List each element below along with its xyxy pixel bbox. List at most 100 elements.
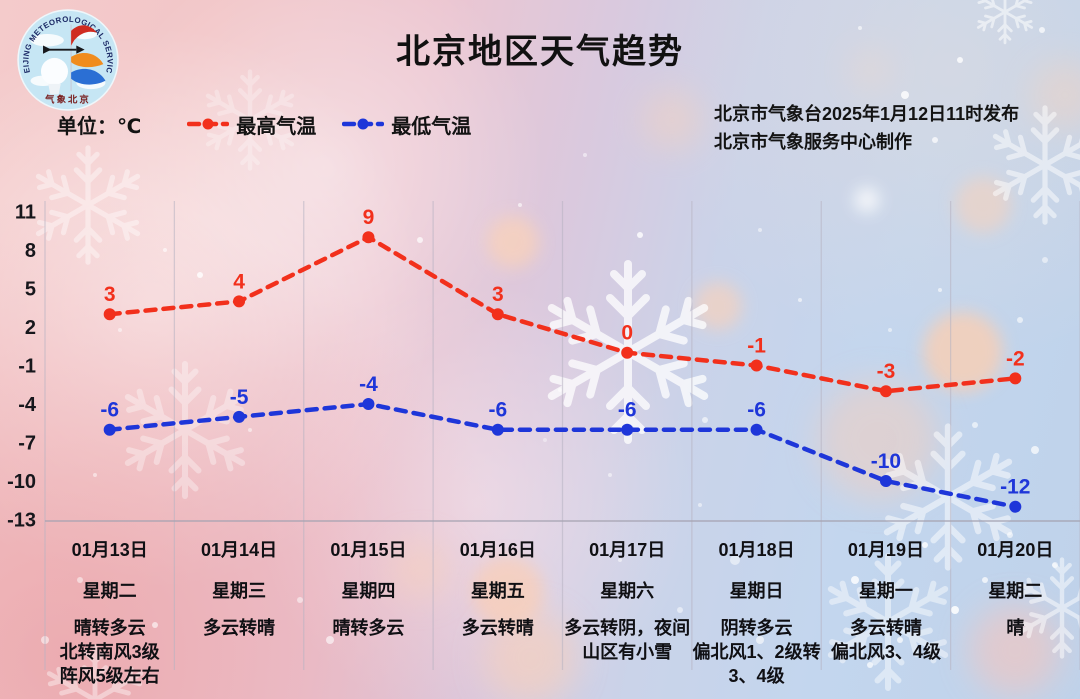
value-label: -2 [1006,347,1025,370]
day-date: 01月17日 [589,540,666,560]
snow-dot [1017,317,1023,323]
y-tick-label: -13 [7,510,36,532]
snowflake-icon [121,364,249,496]
snow-dot [118,328,122,332]
snow-dot [518,203,522,207]
data-point [491,308,504,321]
value-label: -6 [488,399,507,422]
snow-dot [827,377,833,383]
data-point [750,359,763,372]
snow-dot [543,438,547,442]
value-label: -1 [747,335,766,358]
issued-line2: 北京市气象服务中心制作 [714,132,912,152]
snow-dot [583,153,587,157]
day-weekday: 星期一 [858,581,913,601]
value-label: -6 [100,399,119,422]
data-point [621,423,634,436]
y-tick-label: -1 [18,356,36,378]
snow-dot [197,272,203,278]
snow-dot [248,428,252,432]
value-label: 3 [492,283,504,306]
value-label: -4 [359,373,378,396]
y-tick-label: -7 [18,433,36,455]
swoosh-ribbons [71,25,106,85]
day-column: 01月15日 星期四 晴转多云 [304,532,433,688]
issued-info: 北京市气象台2025年1月12日11时发布 北京市气象服务中心制作 [714,100,1054,156]
snow-dot [702,417,708,423]
data-point [362,231,375,244]
day-date: 01月14日 [201,540,278,560]
day-column: 01月14日 星期三 多云转晴 [174,532,303,688]
data-point [233,295,246,308]
day-column: 01月19日 星期一 多云转晴 偏北风3、4级 [821,532,950,688]
legend-label-max: 最高气温 [236,115,317,138]
day-date: 01月19日 [847,540,924,560]
value-label: 4 [233,270,245,293]
day-column: 01月18日 星期日 阴转多云 偏北风1、2级转 3、4级 [692,532,821,688]
data-point [233,410,246,423]
y-tick-label: 8 [25,240,36,262]
day-column: 01月17日 星期六 多云转阴，夜间 山区有小雪 [563,532,692,688]
data-point [1009,500,1022,513]
value-label: -6 [618,399,637,422]
snow-dot [1031,446,1039,454]
day-weather: 晴转多云 北转南风3级 阵风5级左右 [59,618,160,686]
snow-dot [637,232,643,238]
day-weather: 晴转多云 [332,618,405,638]
day-weather: 多云转晴 [203,618,276,638]
y-tick-label: 2 [25,317,36,339]
value-label: -6 [747,399,766,422]
snow-dot [608,473,612,477]
value-label: -12 [1000,476,1030,499]
snow-dot [798,298,802,302]
arrow-icon [43,45,85,54]
data-point [491,423,504,436]
value-label: 3 [104,283,116,306]
value-label: 0 [621,322,633,345]
day-column: 01月16日 星期五 多云转晴 [433,532,562,688]
y-tick-label: -4 [18,394,37,416]
day-column: 01月20日 星期二 晴 [951,532,1080,688]
data-point [750,423,763,436]
data-point [621,346,634,359]
legend-item-max-temp: 最高气温 [187,110,316,139]
logo-bottom-text: 气象北京 [44,94,91,105]
snowflake-icon [33,148,144,262]
data-point [103,423,116,436]
data-point [362,398,375,411]
snow-dot [972,422,978,428]
day-date: 01月20日 [977,540,1054,560]
day-weather: 晴 [1006,618,1025,638]
data-point [879,475,892,488]
day-date: 01月18日 [718,540,795,560]
y-tick-label: 5 [25,279,36,301]
data-point [1009,372,1022,385]
snow-dot [888,328,892,332]
value-label: -3 [877,360,896,383]
legend-label-min: 最低气温 [391,115,472,138]
day-date: 01月15日 [330,540,407,560]
snow-dot [938,288,942,292]
min-temp-line-icon [342,118,385,130]
radar-dome-icon [40,57,68,95]
day-weekday: 星期日 [729,581,784,601]
day-weekday: 星期四 [341,581,396,601]
legend-row: 单位：℃ 最高气温 最低气温 [57,110,471,138]
data-point [103,308,116,321]
day-column: 01月13日 星期二 晴转多云 北转南风3级 阵风5级左右 [45,532,174,688]
day-weather: 阴转多云 偏北风1、2级转 3、4级 [692,618,821,686]
day-forecast-row: 01月13日 星期二 晴转多云 北转南风3级 阵风5级左右 01月14日 星期三… [45,532,1080,688]
day-weather: 多云转晴 偏北风3、4级 [830,618,941,662]
y-tick-label: -10 [7,471,36,493]
day-weather: 多云转阴，夜间 山区有小雪 [564,618,691,662]
snow-dot [698,503,702,507]
value-label: 9 [363,206,375,229]
day-weekday: 星期二 [82,581,137,601]
y-tick-label: 11 [15,202,36,224]
snow-dot [1042,257,1048,263]
day-weather: 多云转晴 [461,618,534,638]
day-weekday: 星期二 [988,581,1043,601]
snow-dot [163,248,167,252]
day-weekday: 星期六 [600,581,655,601]
